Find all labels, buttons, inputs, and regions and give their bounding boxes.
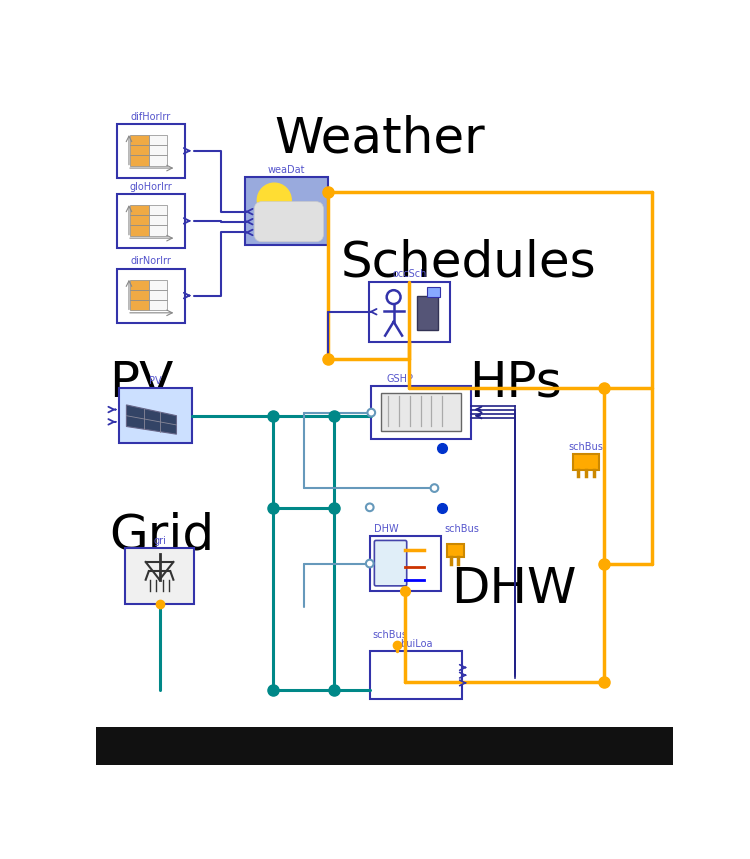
Circle shape [368,409,375,417]
Polygon shape [127,405,176,434]
Bar [148,135,166,145]
Bar [417,295,438,330]
Bar [245,177,328,245]
Text: schBus: schBus [445,523,479,533]
Text: HPs: HPs [469,359,562,406]
Bar [148,300,166,310]
Bar [130,155,148,166]
Bar [130,300,148,310]
Bar [573,454,599,470]
Text: gloHorIrr: gloHorIrr [130,181,172,192]
Bar [148,280,166,290]
Text: gri: gri [153,536,166,545]
Text: weaDat: weaDat [268,165,305,174]
Bar [117,124,185,178]
Text: DHW: DHW [452,565,577,613]
Bar [118,388,192,443]
Bar [369,282,450,342]
Bar [130,226,148,235]
Text: dirNorIrr: dirNorIrr [130,256,172,266]
Bar [148,205,166,216]
Bar [380,393,461,431]
Bar [125,548,194,604]
Text: Weather: Weather [274,114,485,162]
Text: PV: PV [110,359,174,406]
Bar [148,226,166,235]
Circle shape [257,183,291,217]
Text: DHW: DHW [374,523,398,533]
Text: occSch: occSch [392,270,427,279]
Bar [447,544,464,557]
Bar [130,205,148,216]
Bar [130,135,148,145]
Bar [370,536,440,591]
Bar [370,651,462,699]
FancyBboxPatch shape [254,202,323,241]
Bar [130,290,148,300]
Circle shape [366,503,374,511]
Text: buiLoa: buiLoa [400,639,432,649]
Bar [371,387,472,439]
Bar [117,194,185,248]
Text: Schedules: Schedules [340,239,596,287]
Bar [130,280,148,290]
Circle shape [430,484,438,492]
Bar [148,216,166,226]
Bar [130,216,148,226]
Bar [148,155,166,166]
Bar [427,287,439,297]
Text: Grid: Grid [110,511,214,559]
Bar [117,269,185,322]
Bar [148,145,166,155]
Text: GSHP: GSHP [387,375,414,384]
FancyBboxPatch shape [374,540,406,586]
Text: schBus: schBus [568,442,604,452]
Circle shape [366,560,374,568]
Bar [130,145,148,155]
Text: schBus: schBus [373,630,408,640]
Text: PV: PV [149,375,161,386]
Bar [96,727,674,765]
Bar [148,290,166,300]
Text: difHorIrr: difHorIrr [131,112,171,122]
